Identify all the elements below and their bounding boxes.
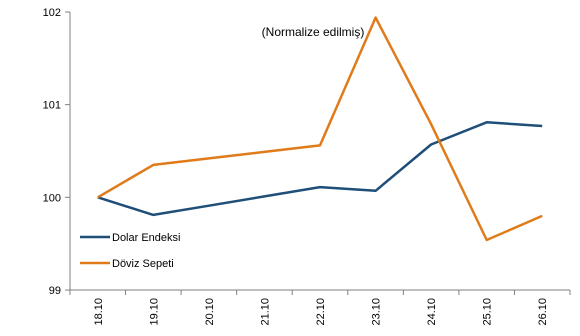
legend-label: Döviz Sepeti xyxy=(112,258,174,270)
y-tick-labels: 99 100 101 102 xyxy=(43,7,61,297)
x-tick-labels: 18.10 19.10 20.10 21.10 22.10 23.10 24.10 25.10… xyxy=(93,298,549,326)
x-tick-label: 24.10 xyxy=(426,298,438,326)
series-line-doviz-sepeti xyxy=(97,16,543,242)
x-tick-label: 19.10 xyxy=(148,298,160,326)
y-tick-label: 100 xyxy=(43,192,61,204)
x-tick-label: 21.10 xyxy=(259,298,271,326)
legend: Dolar Endeksi Döviz Sepeti xyxy=(80,232,180,270)
x-tick-label: 22.10 xyxy=(315,298,327,326)
x-tick-label: 18.10 xyxy=(93,298,105,326)
x-tick-label: 20.10 xyxy=(204,298,216,326)
y-tick-label: 102 xyxy=(43,7,61,19)
y-tick-label: 99 xyxy=(49,285,61,297)
legend-label: Dolar Endeksi xyxy=(112,232,180,244)
chart-axes xyxy=(65,11,571,295)
chart-annotation: (Normalize edilmiş) xyxy=(262,25,365,39)
series-lines xyxy=(97,16,543,242)
x-tick-label: 25.10 xyxy=(482,298,494,326)
x-tick-label: 23.10 xyxy=(371,298,383,326)
y-tick-label: 101 xyxy=(43,100,61,112)
series-line-dolar-endeksi xyxy=(97,121,543,217)
x-tick-label: 26.10 xyxy=(537,298,549,326)
